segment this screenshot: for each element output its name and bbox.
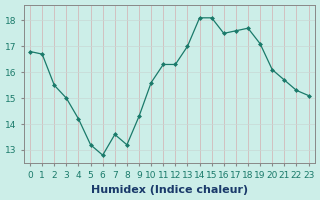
X-axis label: Humidex (Indice chaleur): Humidex (Indice chaleur) <box>91 185 248 195</box>
